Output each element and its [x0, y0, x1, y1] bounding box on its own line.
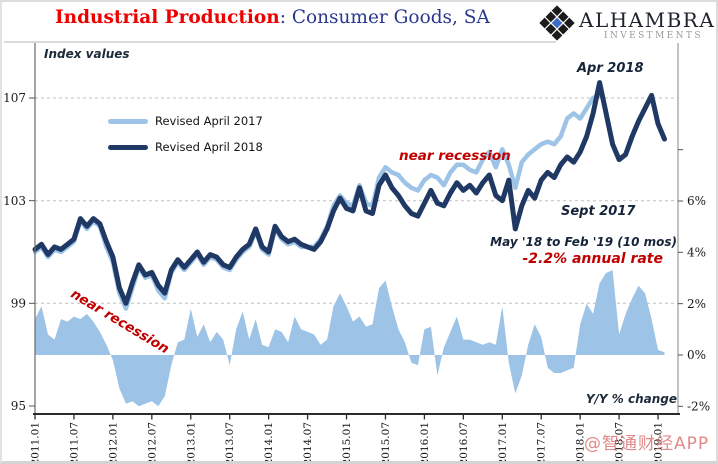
annotation-apr-2018: Apr 2018	[577, 61, 644, 76]
svg-text:6%: 6%	[687, 194, 706, 208]
svg-text:2018.01: 2018.01	[575, 422, 587, 464]
annotation-decline-period: May '18 to Feb '19 (10 mos)	[490, 235, 677, 249]
left-axis-title: Index values	[44, 47, 130, 61]
title-main: Industrial Production	[55, 7, 280, 28]
alhambra-diamond-icon	[539, 5, 575, 41]
svg-text:2017.07: 2017.07	[536, 422, 548, 464]
svg-text:2016.07: 2016.07	[458, 422, 470, 464]
legend-label: Revised April 2017	[155, 114, 263, 128]
svg-text:2011.01: 2011.01	[30, 422, 42, 464]
svg-text:2013.07: 2013.07	[224, 422, 236, 464]
svg-text:0%: 0%	[687, 348, 706, 362]
svg-text:2015.01: 2015.01	[341, 422, 353, 464]
annotation-decline-rate: -2.2% annual rate	[522, 251, 663, 267]
svg-text:2012.01: 2012.01	[107, 422, 119, 464]
svg-text:99: 99	[11, 297, 26, 311]
svg-text:2016.01: 2016.01	[419, 422, 431, 464]
brand-sub: INVESTMENTS	[604, 31, 703, 41]
legend-item-revised-2018: Revised April 2018	[108, 134, 263, 160]
annotation-near-recession-upper: near recession	[399, 148, 511, 164]
title-divider	[4, 41, 556, 43]
annotation-sept-2017: Sept 2017	[561, 204, 636, 219]
chart-legend: Revised April 2017 Revised April 2018	[108, 108, 263, 160]
svg-text:95: 95	[11, 399, 26, 413]
svg-text:2017.01: 2017.01	[497, 422, 509, 464]
svg-text:2018.07: 2018.07	[614, 422, 626, 464]
legend-swatch-navy	[108, 144, 148, 150]
svg-text:4%: 4%	[687, 246, 706, 260]
right-axis-title: Y/Y % change	[585, 392, 677, 406]
svg-text:2012.07: 2012.07	[146, 422, 158, 464]
svg-text:107: 107	[3, 91, 26, 105]
svg-text:2015.07: 2015.07	[380, 422, 392, 464]
page-title: Industrial Production: Consumer Goods, S…	[55, 7, 490, 28]
svg-text:2014.01: 2014.01	[263, 422, 275, 464]
legend-item-revised-2017: Revised April 2017	[108, 108, 263, 134]
svg-text:2014.07: 2014.07	[302, 422, 314, 464]
svg-text:2%: 2%	[687, 297, 706, 311]
svg-text:103: 103	[3, 194, 26, 208]
title-sub: : Consumer Goods, SA	[279, 7, 490, 28]
svg-text:2013.01: 2013.01	[185, 422, 197, 464]
svg-text:2019.01: 2019.01	[653, 422, 665, 464]
legend-label: Revised April 2018	[155, 140, 263, 154]
legend-swatch-light-blue	[108, 118, 148, 124]
svg-text:-2%: -2%	[687, 400, 710, 414]
brand-name: ALHAMBRA	[579, 8, 716, 32]
watermark: @智通财经APP	[584, 434, 710, 454]
svg-text:2011.07: 2011.07	[68, 422, 80, 464]
brand-logo: ALHAMBRA INVESTMENTS	[538, 4, 714, 46]
